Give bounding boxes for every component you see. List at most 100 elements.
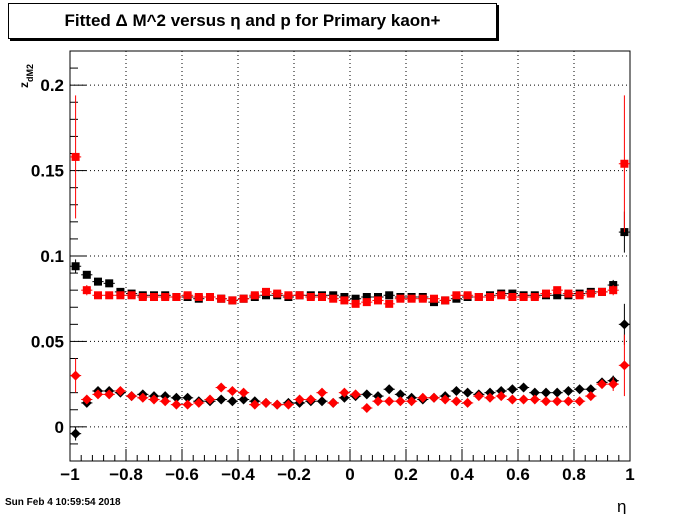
data-point — [104, 389, 115, 400]
y-tick-label: 0 — [55, 418, 64, 437]
x-tick-label: 0.6 — [506, 465, 530, 484]
data-point — [384, 384, 395, 395]
data-point — [585, 384, 596, 395]
data-point — [306, 293, 315, 301]
chart-title: Fitted Δ M^2 versus η and p for Primary … — [8, 3, 497, 39]
data-point — [374, 296, 382, 305]
data-point — [619, 319, 630, 330]
data-point — [518, 394, 529, 405]
data-point — [441, 296, 450, 305]
y-axis-label-main: z — [17, 82, 31, 88]
data-point — [116, 291, 125, 300]
data-point — [228, 296, 237, 305]
data-point — [529, 394, 540, 405]
data-point — [350, 389, 361, 400]
data-point — [552, 396, 563, 407]
data-point — [496, 391, 507, 402]
data-point — [317, 396, 327, 407]
data-point — [340, 296, 349, 305]
data-point — [564, 289, 573, 298]
data-point — [206, 293, 214, 301]
data-point — [417, 392, 428, 403]
data-point — [429, 392, 439, 403]
data-point — [171, 399, 182, 410]
data-point — [127, 291, 136, 300]
data-point — [463, 291, 472, 300]
data-point — [508, 293, 517, 301]
data-point — [182, 399, 193, 410]
data-point — [70, 370, 81, 381]
data-point — [82, 286, 91, 295]
data-point — [574, 384, 585, 395]
data-point — [373, 391, 383, 402]
data-point — [283, 399, 294, 410]
data-point — [160, 391, 171, 402]
axes: −1 −0.8 −0.6 −0.4 −0.2 0 0.2 0.4 0.6 0.8 1 0 0.05 0.1… — [31, 50, 635, 484]
data-point — [295, 291, 304, 300]
y-axis-label: zdM2 — [17, 64, 35, 88]
x-tick-label: −0.2 — [277, 465, 311, 484]
data-point — [105, 291, 114, 300]
data-point — [238, 387, 249, 398]
data-point — [529, 387, 540, 398]
data-point — [451, 385, 462, 396]
data-point — [272, 399, 283, 410]
data-point — [94, 291, 102, 300]
data-point — [305, 394, 316, 405]
data-point — [71, 152, 80, 161]
data-point — [541, 387, 551, 398]
x-tick-label: −0.8 — [109, 465, 143, 484]
x-tick-label: 0.2 — [394, 465, 418, 484]
data-point — [183, 291, 192, 300]
data-point — [318, 293, 326, 301]
data-point — [597, 379, 607, 390]
y-tick-label: 0.15 — [31, 162, 64, 181]
data-point — [362, 293, 371, 301]
x-axis-label: η — [617, 497, 626, 514]
data-point — [261, 397, 271, 408]
data-point — [519, 293, 528, 301]
data-point — [238, 394, 249, 405]
data-points — [70, 95, 630, 441]
y-tick-label: 0.2 — [40, 76, 64, 95]
data-point — [126, 391, 137, 402]
data-point — [396, 294, 405, 303]
data-point — [507, 384, 518, 395]
data-point — [93, 389, 103, 400]
data-point — [294, 394, 305, 405]
y-tick-label: 0.05 — [31, 332, 64, 351]
series-2 — [70, 95, 630, 308]
data-point — [329, 294, 338, 303]
data-point — [430, 294, 438, 303]
data-point — [485, 387, 495, 398]
data-point — [452, 291, 461, 300]
data-point — [473, 391, 484, 402]
data-point — [71, 262, 80, 271]
data-point — [328, 397, 339, 408]
timestamp: Sun Feb 4 10:59:54 2018 — [5, 497, 121, 508]
x-tick-label: −0.4 — [221, 465, 255, 484]
data-point — [182, 392, 193, 403]
data-point — [193, 397, 204, 408]
data-point — [395, 389, 406, 400]
data-point — [462, 387, 473, 398]
data-point — [137, 392, 148, 403]
series-4 — [70, 334, 630, 414]
data-point — [598, 287, 606, 296]
data-point — [172, 293, 181, 301]
data-point — [105, 279, 114, 288]
data-point — [609, 286, 618, 295]
data-point — [553, 286, 562, 295]
data-point — [553, 291, 562, 300]
data-point — [395, 396, 406, 407]
data-point — [150, 293, 158, 301]
data-point — [496, 385, 507, 396]
data-point — [250, 291, 259, 300]
data-point — [194, 293, 203, 301]
data-point — [497, 291, 506, 300]
data-point — [205, 394, 215, 405]
data-point — [351, 299, 360, 308]
x-tick-label: −0.6 — [165, 465, 199, 484]
data-point — [486, 293, 494, 301]
